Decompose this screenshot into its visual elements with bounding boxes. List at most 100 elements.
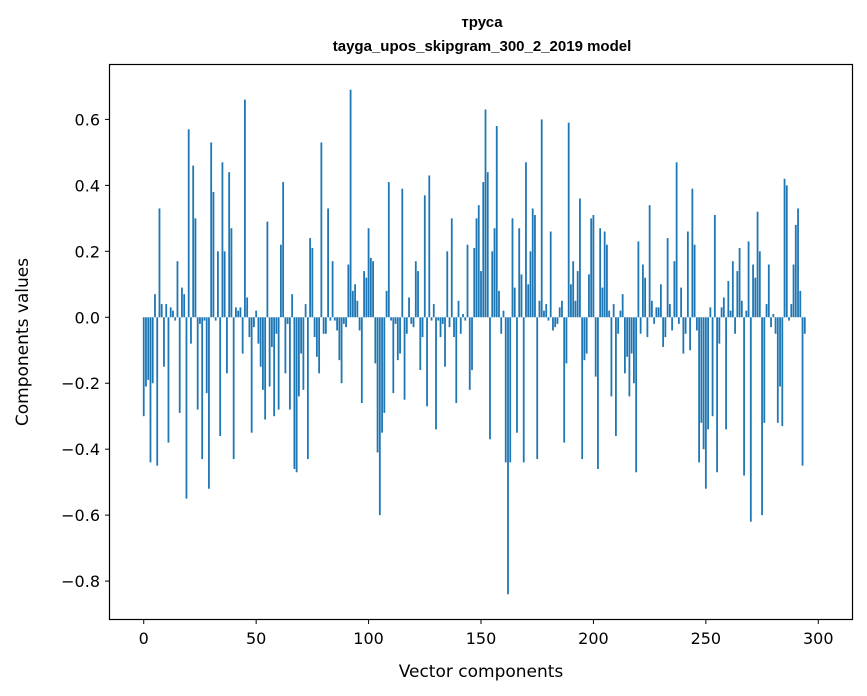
bar-283 <box>779 317 781 387</box>
bar-185 <box>558 307 561 318</box>
bar-93 <box>351 290 354 318</box>
bar-170 <box>525 162 527 318</box>
bar-102 <box>372 261 374 318</box>
bar-204 <box>601 287 604 318</box>
x-tick-label-250: 250 <box>691 629 722 648</box>
bar-158 <box>498 290 500 318</box>
bar-177 <box>540 119 543 318</box>
bar-167 <box>518 228 521 318</box>
bar-176 <box>538 300 541 318</box>
bar-99 <box>365 277 368 318</box>
bar-168 <box>520 274 523 318</box>
bar-189 <box>567 122 570 318</box>
bar-248 <box>700 317 703 423</box>
bar-272 <box>754 277 757 318</box>
bar-262 <box>731 261 734 318</box>
bar-60 <box>277 317 280 410</box>
bar-54 <box>264 317 267 420</box>
bar-46 <box>246 297 249 318</box>
bar-13 <box>172 310 174 318</box>
bar-29 <box>208 317 210 489</box>
bar-131 <box>437 317 440 321</box>
bar-261 <box>729 310 732 318</box>
bar-276 <box>763 317 766 423</box>
bar-245 <box>693 244 696 318</box>
bar-259 <box>725 317 727 430</box>
bar-105 <box>378 317 381 516</box>
bar-134 <box>444 317 446 367</box>
bar-294 <box>803 317 806 334</box>
bar-48 <box>250 317 253 433</box>
bar-86 <box>336 317 338 331</box>
bar-252 <box>709 307 712 318</box>
bar-85 <box>333 317 336 321</box>
bar-95 <box>356 300 359 318</box>
bar-14 <box>174 317 177 321</box>
bar-191 <box>572 261 575 318</box>
bar-90 <box>345 317 347 328</box>
bar-12 <box>169 307 172 318</box>
bar-263 <box>734 317 736 334</box>
bar-27 <box>203 317 206 321</box>
y-tick-label-6: 0.4 <box>75 176 100 195</box>
bar-64 <box>286 317 289 324</box>
bar-97 <box>360 317 363 404</box>
bar-226 <box>650 300 653 318</box>
bar-79 <box>320 142 323 318</box>
bar-7 <box>158 208 161 318</box>
bar-71 <box>302 317 305 390</box>
bar-91 <box>347 264 350 318</box>
bar-278 <box>767 264 770 318</box>
bar-277 <box>765 304 768 318</box>
x-axis-label: Vector components <box>399 662 564 682</box>
bar-273 <box>756 211 759 318</box>
bar-192 <box>574 300 577 318</box>
bar-205 <box>603 231 606 318</box>
bar-56 <box>268 317 271 387</box>
x-tick-label-300: 300 <box>803 629 834 648</box>
bar-236 <box>673 261 676 318</box>
bar-152 <box>484 109 487 318</box>
bar-147 <box>473 248 476 318</box>
bar-281 <box>774 317 777 334</box>
bar-157 <box>495 126 498 318</box>
bar-156 <box>493 228 496 318</box>
bar-253 <box>711 317 714 417</box>
bar-193 <box>576 271 579 318</box>
bar-213 <box>621 294 624 318</box>
bar-141 <box>459 317 462 334</box>
bar-181 <box>549 231 552 318</box>
bar-37 <box>226 317 228 374</box>
bar-197 <box>585 317 588 354</box>
bar-233 <box>666 238 669 318</box>
bar-92 <box>349 89 352 318</box>
bar-182 <box>552 317 554 331</box>
bar-270 <box>749 317 752 522</box>
bar-10 <box>165 304 168 318</box>
bar-63 <box>284 317 287 374</box>
bar-211 <box>617 317 620 334</box>
bar-23 <box>194 218 197 318</box>
bar-94 <box>354 284 356 318</box>
bar-208 <box>610 317 613 397</box>
bar-256 <box>718 317 721 344</box>
bar-42 <box>237 310 240 318</box>
bar-17 <box>181 287 183 318</box>
bar-142 <box>462 313 464 318</box>
bar-115 <box>401 188 404 318</box>
bar-282 <box>776 317 779 423</box>
bar-178 <box>543 310 545 318</box>
bar-111 <box>392 317 395 394</box>
bar-122 <box>417 271 419 318</box>
bar-106 <box>381 317 383 433</box>
bar-84 <box>331 261 334 318</box>
bar-82 <box>327 208 329 318</box>
bar-287 <box>788 317 790 321</box>
x-axis-ticks: 0 50 100 150 200 250 300 <box>139 619 834 648</box>
bar-223 <box>644 277 647 318</box>
bar-268 <box>745 310 748 318</box>
bar-154 <box>489 317 491 440</box>
bar-34 <box>219 317 222 436</box>
bar-227 <box>653 317 656 324</box>
bar-118 <box>408 297 410 318</box>
